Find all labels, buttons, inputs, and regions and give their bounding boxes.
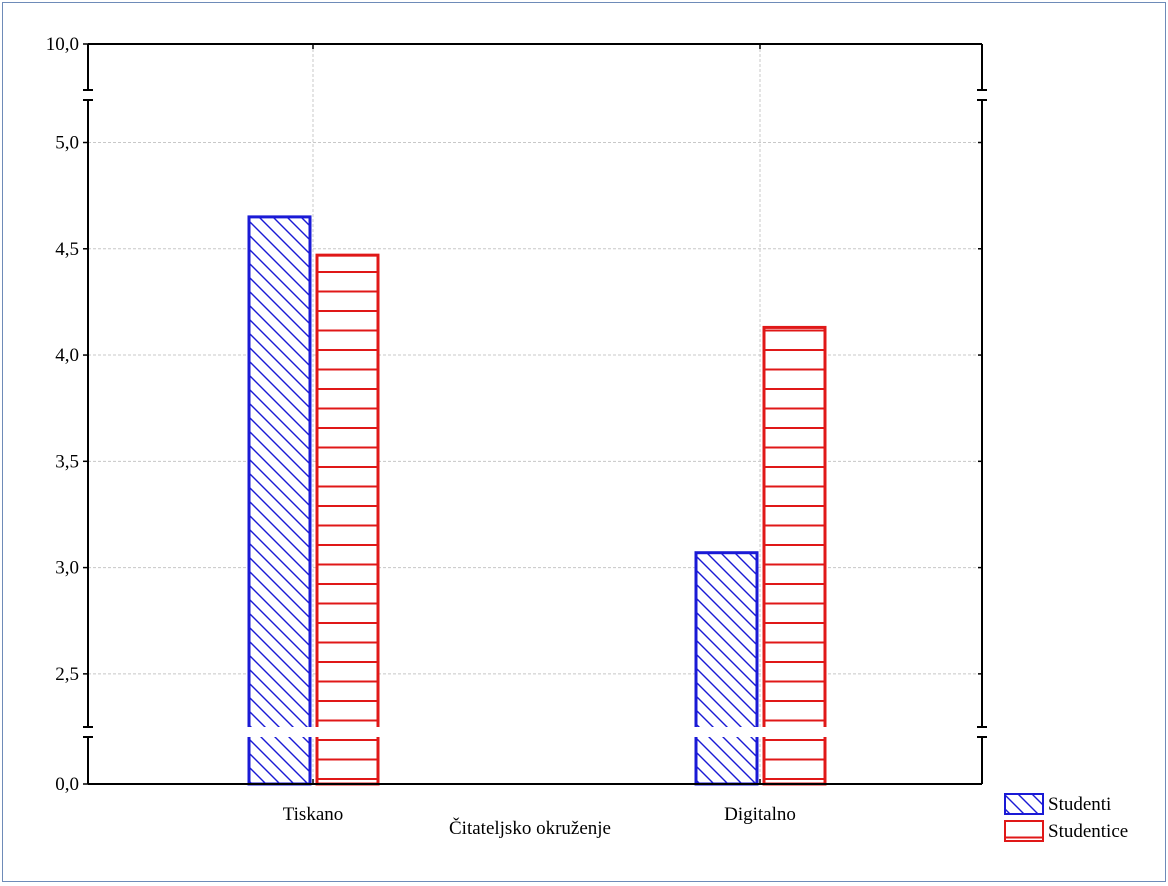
bar-studentice-digitalno [762, 325, 827, 786]
y-tick-label: 3,0 [55, 558, 79, 579]
y-tick-label: 0,0 [55, 774, 79, 795]
y-tick-label: 4,0 [55, 345, 79, 366]
legend-swatch-studentice [1004, 820, 1044, 842]
x-tick-label: Tiskano [283, 804, 344, 825]
y-tick-label: 4,5 [55, 239, 79, 260]
axis-break-gap [82, 727, 988, 737]
x-axis-label: Čitateljsko okruženje [449, 817, 611, 839]
x-axis-ticks: Tiskano Digitalno [283, 44, 796, 825]
bar-studenti-tiskano [247, 215, 312, 786]
legend-label-studentice: Studentice [1048, 821, 1128, 842]
bar-studenti-digitalno [694, 551, 759, 786]
y-tick-label: 10,0 [46, 34, 79, 55]
legend-label-studenti: Studenti [1048, 794, 1111, 815]
x-tick-label: Digitalno [724, 804, 796, 825]
legend-swatch-studenti [1004, 793, 1044, 815]
bar-studentice-tiskano [315, 253, 380, 786]
y-tick-label: 5,0 [55, 133, 79, 154]
axes [83, 43, 987, 785]
gridlines [88, 44, 982, 784]
legend: Studenti Studentice [1004, 793, 1128, 842]
bars [82, 215, 988, 786]
y-axis-ticks: 0,0 2,5 3,0 3,5 4,0 4,5 5,0 10,0 [46, 34, 982, 795]
y-tick-label: 3,5 [55, 451, 79, 472]
y-tick-label: 2,5 [55, 664, 79, 685]
